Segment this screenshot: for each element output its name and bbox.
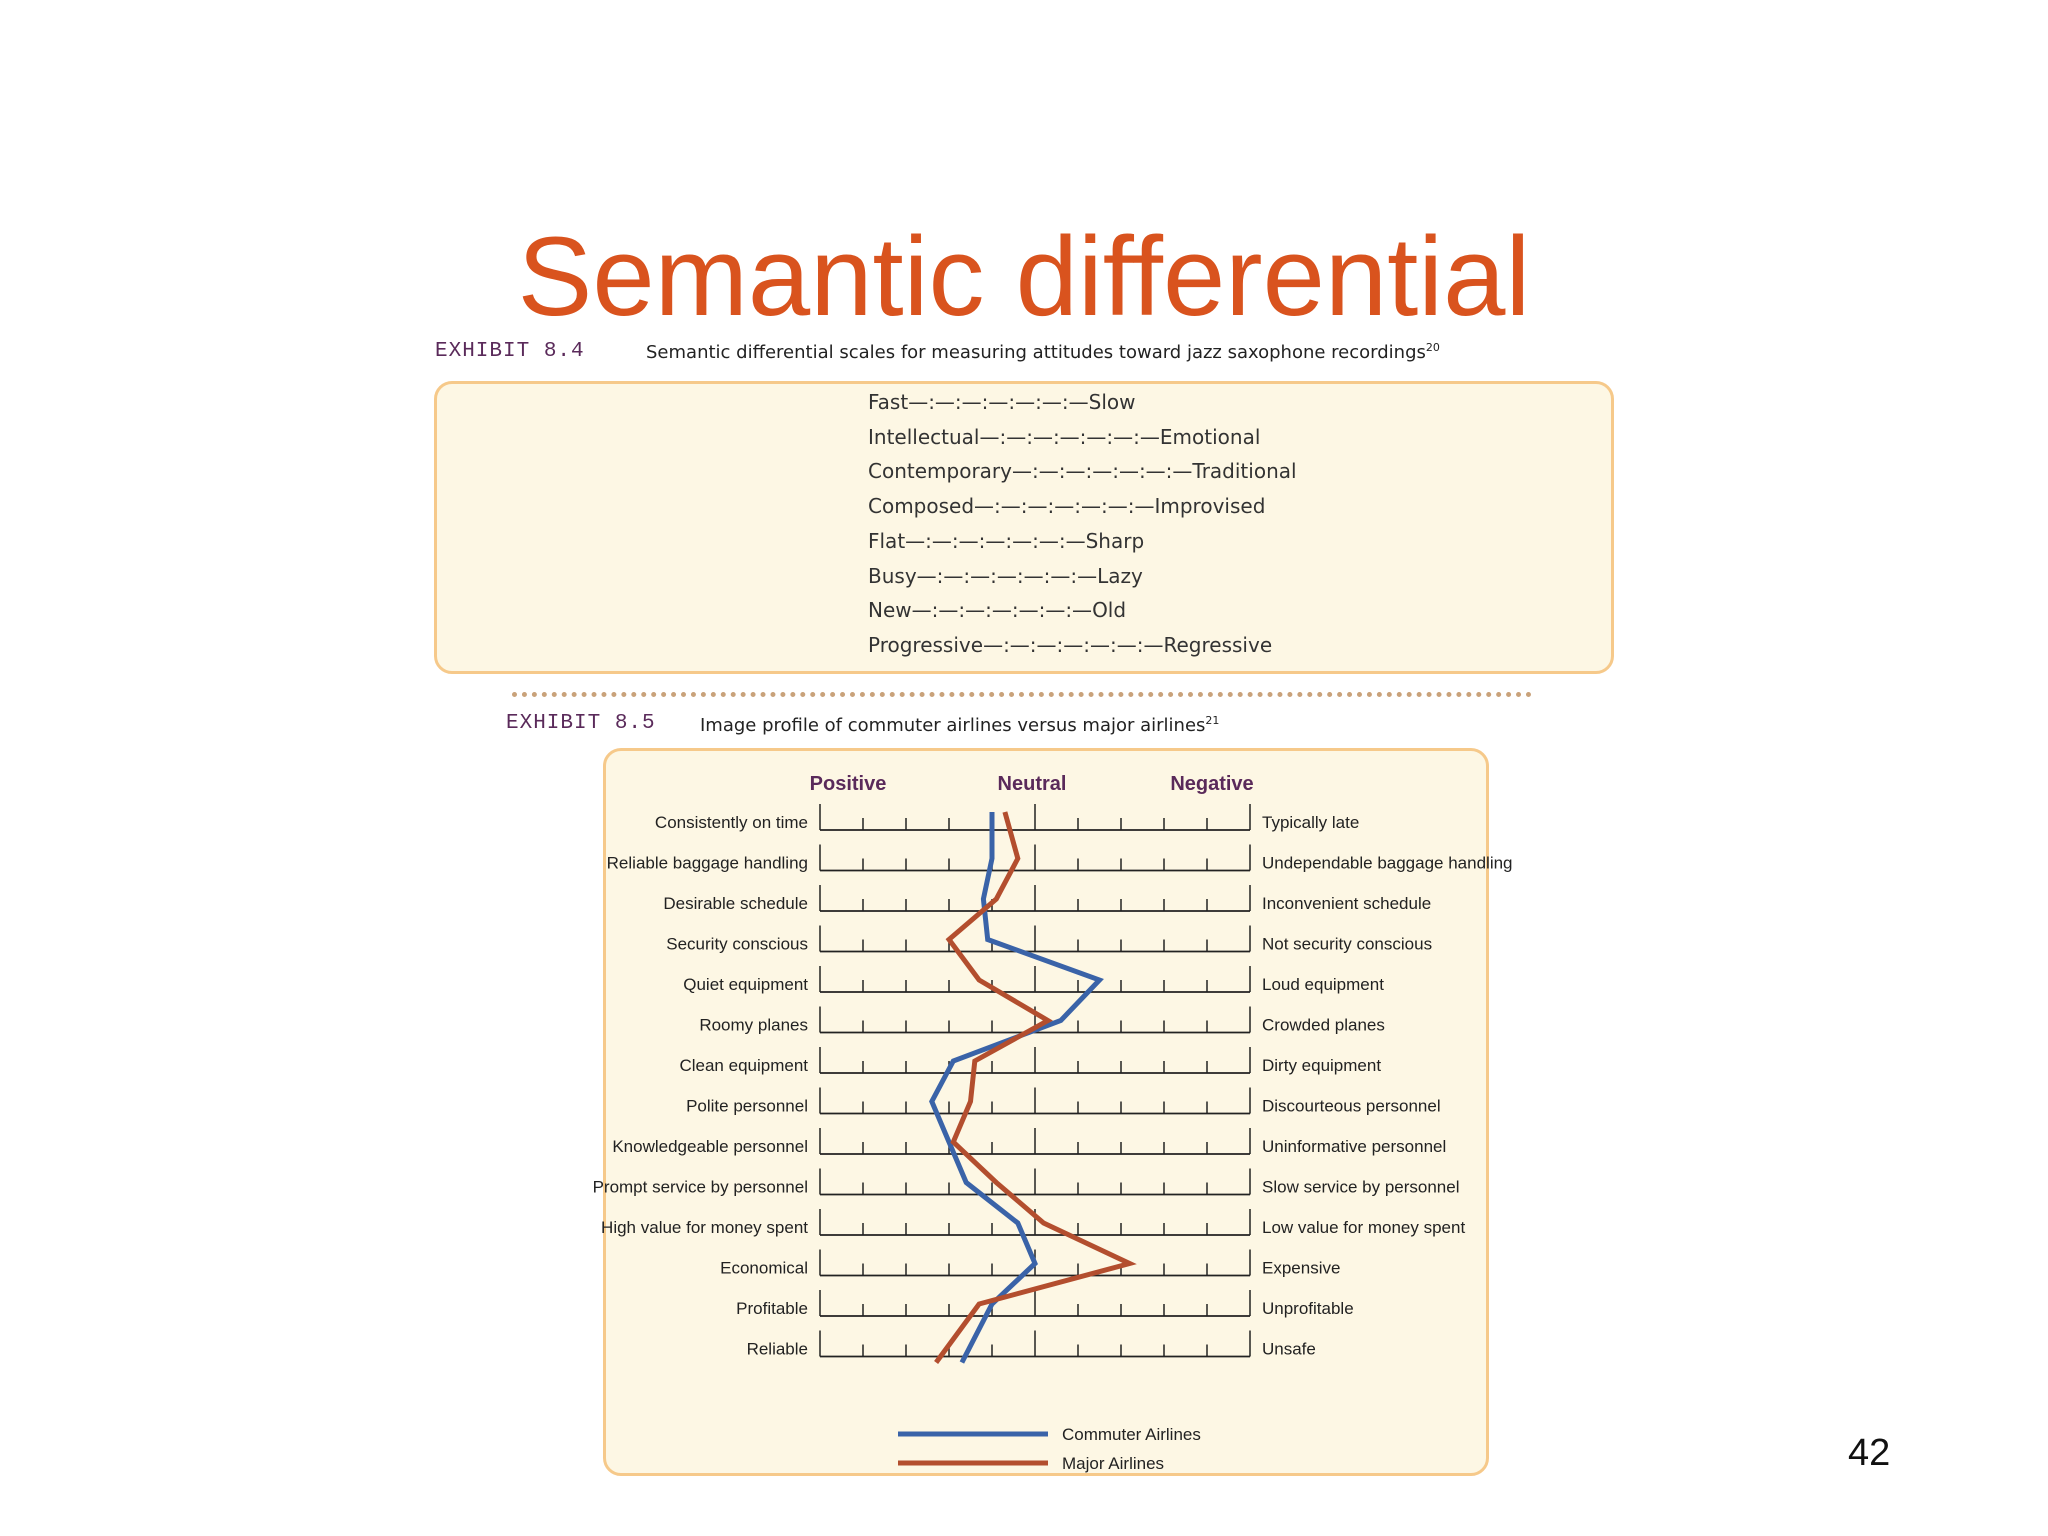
semantic-scale-row: Busy—:—:—:—:—:—:—Lazy	[868, 564, 1143, 588]
left-attribute-label: Desirable schedule	[663, 894, 808, 913]
scale-header-label: Neutral	[998, 773, 1067, 795]
semantic-scale-row: Fast—:—:—:—:—:—:—Slow	[868, 390, 1135, 414]
scale-right-adjective: Slow	[1088, 390, 1136, 414]
scale-right-adjective: Regressive	[1163, 632, 1273, 657]
left-attribute-label: High value for money spent	[601, 1218, 808, 1237]
scale-blanks: —:—:—:—:—:—:—	[1011, 459, 1193, 484]
scale-left-adjective: Composed	[868, 494, 975, 519]
scale-left-adjective: Fast	[868, 390, 909, 414]
right-attribute-label: Not security conscious	[1262, 935, 1432, 954]
scale-blanks: —:—:—:—:—:—:—	[983, 632, 1164, 657]
exhibit-8-4-footnote: 20	[1425, 341, 1440, 354]
right-attribute-label: Inconvenient schedule	[1262, 894, 1431, 913]
left-attribute-label: Knowledgeable personnel	[612, 1137, 808, 1156]
major-airlines-line	[934, 811, 1137, 1364]
left-attribute-label: Profitable	[736, 1299, 808, 1318]
semantic-scale-row: Intellectual—:—:—:—:—:—:—Emotional	[868, 425, 1260, 449]
legend-label: Commuter Airlines	[1062, 1425, 1201, 1444]
exhibit-8-5-caption: Image profile of commuter airlines versu…	[700, 714, 1219, 736]
exhibit-8-4-box	[434, 381, 1614, 674]
left-attribute-label: Reliable	[747, 1340, 808, 1359]
right-attribute-label: Dirty equipment	[1262, 1056, 1381, 1075]
slide-title: Semantic differential	[517, 214, 1531, 339]
scale-left-adjective: New	[868, 598, 912, 623]
exhibit-8-4-label: EXHIBIT 8.4	[435, 340, 585, 363]
section-divider	[512, 692, 1532, 697]
left-attribute-label: Prompt service by personnel	[593, 1178, 808, 1197]
scale-blanks: —:—:—:—:—:—:—	[908, 390, 1089, 414]
right-attribute-label: Typically late	[1262, 813, 1359, 832]
scale-left-adjective: Contemporary	[868, 459, 1012, 484]
semantic-scale-row: Flat—:—:—:—:—:—:—Sharp	[868, 529, 1144, 553]
scale-blanks: —:—:—:—:—:—:—	[905, 528, 1086, 553]
exhibit-8-5-caption-text: Image profile of commuter airlines versu…	[700, 715, 1206, 736]
commuter-airlines-line	[929, 812, 1104, 1364]
scale-right-adjective: Lazy	[1097, 563, 1143, 588]
semantic-scale-row: New—:—:—:—:—:—:—Old	[868, 598, 1126, 622]
right-attribute-label: Unprofitable	[1262, 1299, 1354, 1318]
right-attribute-label: Loud equipment	[1262, 975, 1384, 994]
right-attribute-label: Expensive	[1262, 1259, 1340, 1278]
left-attribute-label: Polite personnel	[686, 1097, 808, 1116]
exhibit-8-4-caption-text: Semantic differential scales for measuri…	[646, 342, 1426, 363]
left-attribute-label: Clean equipment	[679, 1056, 808, 1075]
scale-blanks: —:—:—:—:—:—:—	[979, 424, 1160, 449]
semantic-scale-row: Progressive—:—:—:—:—:—:—Regressive	[868, 633, 1272, 657]
right-attribute-label: Unsafe	[1262, 1340, 1316, 1359]
right-attribute-label: Crowded planes	[1262, 1016, 1385, 1035]
scale-blanks: —:—:—:—:—:—:—	[916, 563, 1098, 588]
legend-label: Major Airlines	[1062, 1454, 1164, 1473]
scale-left-adjective: Intellectual	[868, 424, 980, 449]
scale-header-label: Negative	[1170, 773, 1253, 795]
left-attribute-label: Security conscious	[666, 935, 808, 954]
scale-right-adjective: Sharp	[1085, 528, 1145, 553]
exhibit-8-5-footnote: 21	[1205, 714, 1220, 727]
right-attribute-label: Undependable baggage handling	[1262, 854, 1513, 873]
right-attribute-label: Low value for money spent	[1262, 1218, 1465, 1237]
left-attribute-label: Quiet equipment	[683, 975, 808, 994]
scale-header-label: Positive	[810, 773, 887, 795]
semantic-scale-row: Contemporary—:—:—:—:—:—:—Traditional	[868, 459, 1297, 483]
exhibit-8-4-caption: Semantic differential scales for measuri…	[646, 341, 1440, 363]
right-attribute-label: Uninformative personnel	[1262, 1137, 1446, 1156]
scale-right-adjective: Improvised	[1154, 494, 1266, 519]
scale-left-adjective: Busy	[868, 563, 917, 588]
left-attribute-label: Reliable baggage handling	[607, 854, 808, 873]
left-attribute-label: Roomy planes	[699, 1016, 808, 1035]
scale-blanks: —:—:—:—:—:—:—	[911, 598, 1093, 623]
right-attribute-label: Slow service by personnel	[1262, 1178, 1459, 1197]
left-attribute-label: Consistently on time	[655, 813, 808, 832]
right-attribute-label: Discourteous personnel	[1262, 1097, 1441, 1116]
scale-left-adjective: Progressive	[868, 632, 984, 657]
scale-right-adjective: Emotional	[1159, 424, 1261, 449]
exhibit-8-5-label: EXHIBIT 8.5	[506, 712, 656, 735]
scale-right-adjective: Old	[1092, 598, 1127, 623]
page-number: 42	[1848, 1432, 1891, 1474]
semantic-scale-row: Composed—:—:—:—:—:—:—Improvised	[868, 494, 1265, 518]
exhibit-8-5-box	[603, 748, 1489, 1476]
left-attribute-label: Economical	[720, 1259, 808, 1278]
scale-left-adjective: Flat	[868, 528, 906, 553]
scale-right-adjective: Traditional	[1192, 459, 1297, 484]
scale-blanks: —:—:—:—:—:—:—	[974, 494, 1155, 519]
